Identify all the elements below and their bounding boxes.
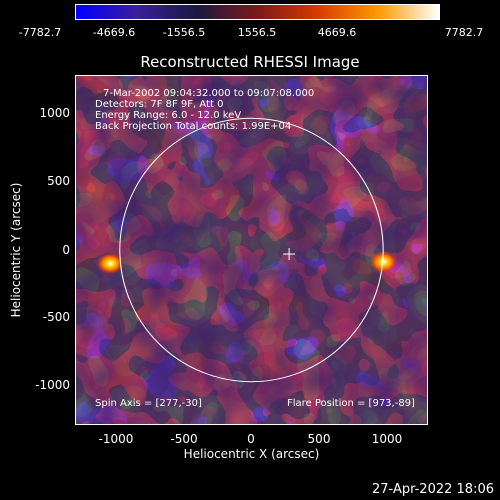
y-tick-label: -1000 — [35, 378, 70, 392]
x-tick-label: 1000 — [371, 432, 403, 446]
y-tick-label: -500 — [42, 310, 70, 324]
x-tick-label: 0 — [247, 432, 255, 446]
flare-position-label: Flare Position = [973,-89] — [287, 398, 415, 409]
method-counts-label: Back Projection Total counts: 1.99E+04 — [95, 121, 292, 132]
y-tick-label: 500 — [47, 174, 70, 188]
flare-source — [96, 252, 125, 275]
detectors-label: Detectors: 7F 8F 9F, Att 0 — [95, 99, 224, 110]
x-tick-label: -500 — [170, 432, 198, 446]
footer-timestamp: 27-Apr-2022 18:06 — [372, 482, 494, 497]
background-pattern — [75, 75, 428, 425]
energy-range-label: Energy Range: 6.0 - 12.0 keV — [95, 110, 242, 121]
time-range-label: 7-Mar-2002 09:04:32.000 to 09:07:08.000 — [103, 88, 315, 99]
x-tick-label: 500 — [307, 432, 331, 446]
y-axis-label: Heliocentric Y (arcsec) — [9, 182, 23, 318]
x-axis-label: Heliocentric X (arcsec) — [183, 447, 320, 461]
flare-source — [369, 250, 398, 273]
colorbar-tick: 7782.7 — [444, 26, 484, 39]
plot-title: Reconstructed RHESSI Image — [140, 53, 360, 71]
solar-limb-circle — [119, 117, 384, 383]
y-tick-label: 0 — [62, 243, 70, 257]
rhessi-image — [75, 75, 428, 425]
colorbar-tick: 1556.5 — [237, 26, 277, 39]
colorbar-tick: -1556.5 — [162, 26, 206, 39]
y-tick-label: 1000 — [39, 106, 70, 120]
colorbar-tick: -4669.6 — [92, 26, 136, 39]
colorbar-tick: 4669.6 — [317, 26, 357, 39]
x-tick-label: -1000 — [98, 432, 134, 446]
colorbar — [75, 4, 440, 20]
colorbar-tick: -7782.7 — [18, 26, 62, 39]
spin-axis-label: Spin Axis = [277,-30] — [95, 398, 202, 409]
plot-area — [75, 75, 428, 425]
